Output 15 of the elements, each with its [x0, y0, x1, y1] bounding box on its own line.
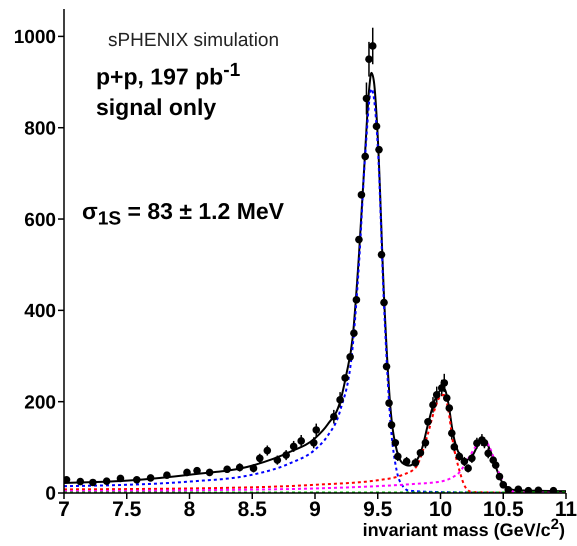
- annotation: signal only: [96, 94, 216, 121]
- x-tick-label: 7: [58, 498, 70, 521]
- x-tick-label: 8.5: [238, 498, 268, 521]
- annotation: p+p, 197 pb$^{-1}$: [96, 60, 240, 91]
- x-tick-label: 7.5: [112, 498, 142, 521]
- y-tick-label: 1000: [14, 27, 56, 48]
- y-tick-label: 600: [24, 210, 56, 231]
- annotation: σ$_{1S}$ = 83 ± 1.2 MeV: [82, 198, 284, 231]
- x-tick-label: 9: [309, 498, 321, 521]
- x-tick-label: 8: [184, 498, 196, 521]
- y-tick-label: 400: [24, 301, 56, 322]
- annotation: sPHENIX simulation: [108, 30, 280, 52]
- y-tick-label: 0: [45, 484, 56, 505]
- y-tick-label: 800: [24, 118, 56, 140]
- y-tick-label: 200: [24, 392, 56, 414]
